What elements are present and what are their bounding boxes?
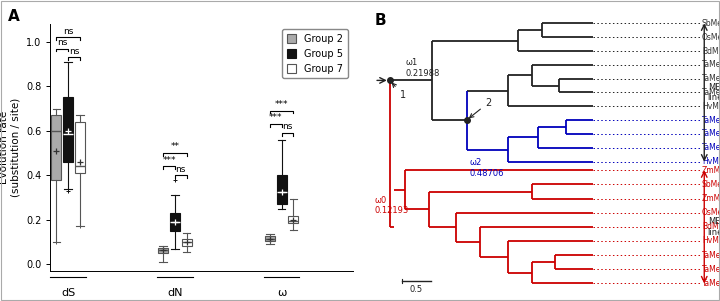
Text: ω2
0.48706: ω2 0.48706: [470, 158, 505, 178]
FancyBboxPatch shape: [158, 247, 168, 253]
Text: ***: ***: [275, 100, 289, 109]
FancyBboxPatch shape: [276, 175, 287, 204]
Text: SbMet1a: SbMet1a: [702, 19, 720, 28]
FancyBboxPatch shape: [265, 236, 275, 241]
FancyBboxPatch shape: [51, 115, 61, 180]
Legend: Group 2, Group 5, Group 7: Group 2, Group 5, Group 7: [282, 29, 348, 78]
Text: ω: ω: [277, 288, 287, 298]
Text: ω0
0.12193: ω0 0.12193: [374, 196, 408, 215]
FancyBboxPatch shape: [181, 239, 192, 247]
Text: **: **: [171, 142, 179, 151]
Text: OsMet1b: OsMet1b: [702, 208, 720, 217]
Text: B: B: [374, 13, 386, 28]
Text: ns: ns: [57, 38, 68, 47]
Text: TaMet-7D1: TaMet-7D1: [702, 60, 720, 69]
Text: ns: ns: [63, 27, 73, 36]
Text: ***: ***: [269, 113, 282, 123]
Text: MET-1b
lineage: MET-1b lineage: [708, 217, 720, 237]
Text: TaMet-5D1: TaMet-5D1: [702, 129, 720, 138]
Text: TaMet-2D1: TaMet-2D1: [702, 279, 720, 288]
Text: ns: ns: [69, 47, 79, 56]
FancyBboxPatch shape: [170, 213, 180, 231]
Text: HvMet1-7: HvMet1-7: [702, 102, 720, 111]
Text: TaMet-5B1: TaMet-5B1: [702, 116, 720, 125]
Text: SbMet1b: SbMet1b: [702, 180, 720, 189]
FancyBboxPatch shape: [75, 122, 85, 173]
Y-axis label: Evolution rate
(substitution / site): Evolution rate (substitution / site): [0, 98, 20, 197]
Text: 2: 2: [469, 98, 492, 118]
Text: 0.5: 0.5: [410, 285, 423, 294]
Text: dN: dN: [167, 288, 183, 298]
Text: 1: 1: [392, 83, 406, 100]
Text: ZmMet1b-2: ZmMet1b-2: [702, 194, 720, 203]
Text: HvMet1-5: HvMet1-5: [702, 157, 720, 166]
Text: TaMet-7B1: TaMet-7B1: [702, 88, 720, 97]
FancyBboxPatch shape: [289, 216, 298, 223]
Text: A: A: [8, 9, 20, 24]
Text: ZmMet1b-1: ZmMet1b-1: [702, 166, 720, 175]
Text: ns: ns: [282, 122, 293, 131]
Text: dS: dS: [61, 288, 76, 298]
Text: TaMet-5A1: TaMet-5A1: [702, 143, 720, 152]
FancyBboxPatch shape: [63, 98, 73, 162]
Text: BdMet1b: BdMet1b: [702, 222, 720, 231]
Text: HvMet1-2: HvMet1-2: [702, 237, 720, 246]
Text: TaMet-7A1: TaMet-7A1: [702, 74, 720, 83]
Text: ns: ns: [176, 165, 186, 173]
Text: ω1
0.21988: ω1 0.21988: [405, 58, 439, 77]
Text: TaMet-2A1: TaMet-2A1: [702, 265, 720, 274]
Text: MET-1a
lineage: MET-1a lineage: [708, 83, 720, 102]
Text: OsMet1a: OsMet1a: [702, 33, 720, 42]
Text: TaMet-2B1: TaMet-2B1: [702, 251, 720, 260]
Text: BdMet1a: BdMet1a: [702, 47, 720, 55]
Text: ***: ***: [162, 156, 176, 165]
